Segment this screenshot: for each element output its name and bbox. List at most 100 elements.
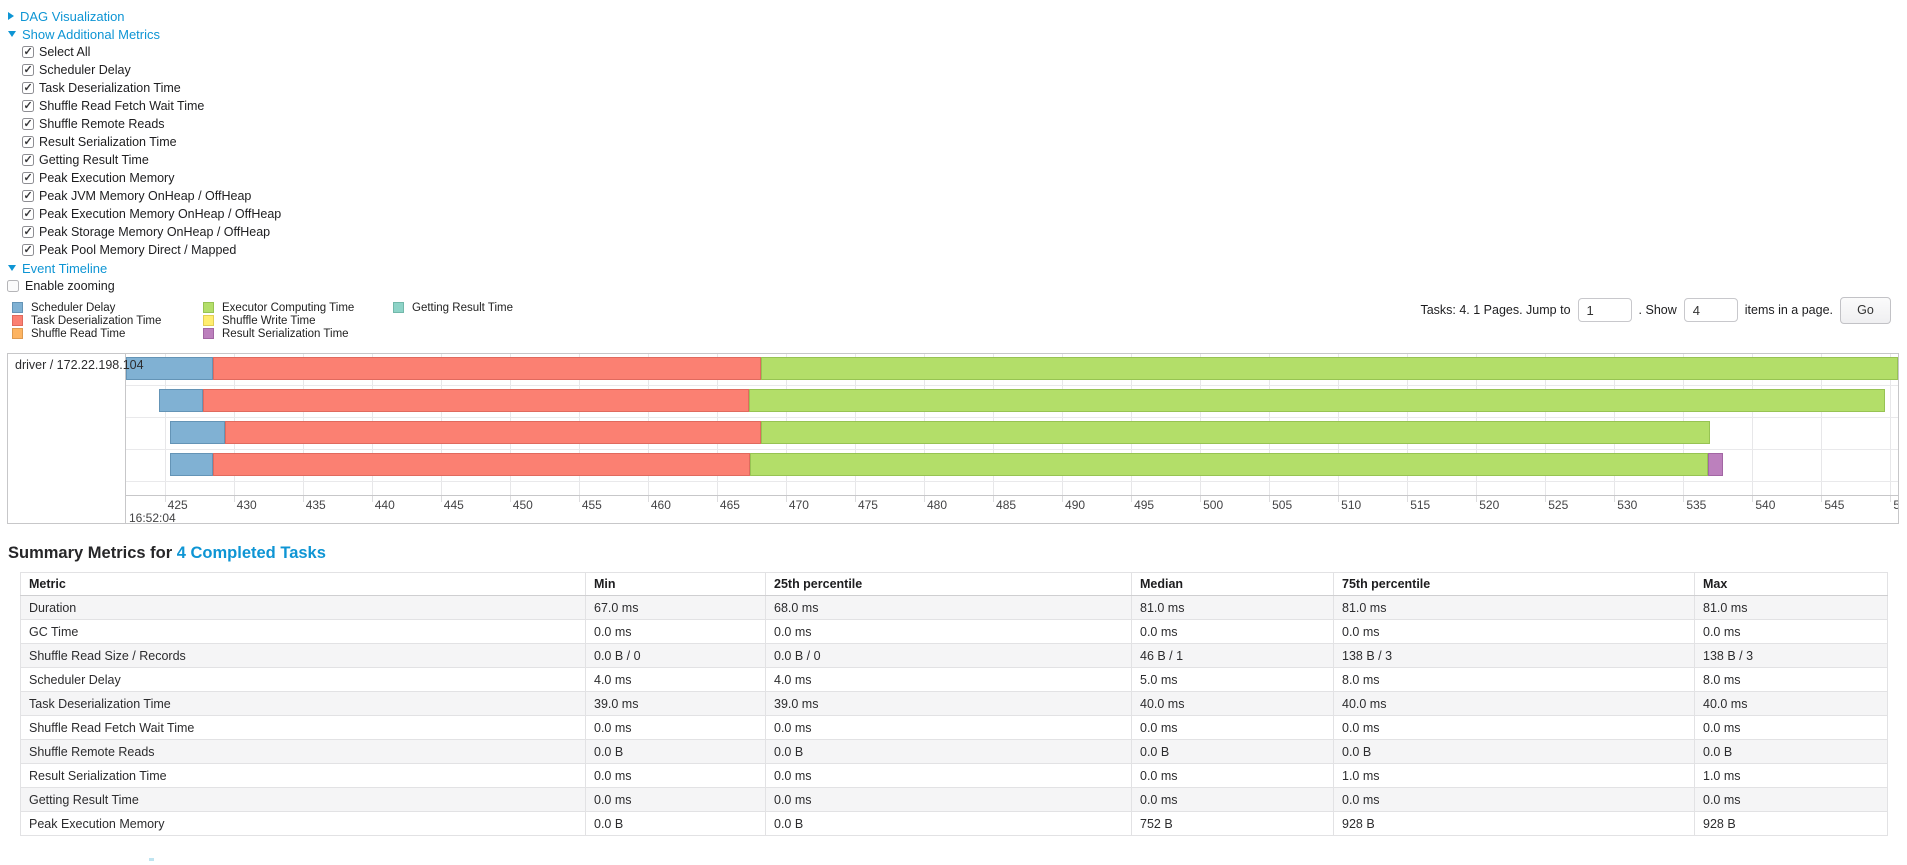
timeline-legend-wrap: Scheduler Delay Task Deserialization Time… bbox=[0, 301, 1907, 341]
timeline-lanes bbox=[126, 354, 1898, 495]
legend-item: Shuffle Read Time bbox=[12, 327, 203, 340]
timeline-task-segment-scheduler-delay[interactable] bbox=[126, 357, 213, 380]
axis-tick bbox=[509, 496, 511, 502]
checkbox[interactable] bbox=[22, 207, 34, 220]
legend-item: Scheduler Delay bbox=[12, 301, 203, 314]
checkbox[interactable] bbox=[22, 171, 34, 184]
arrow-closed-icon bbox=[8, 12, 14, 20]
metric-checkbox-label: Shuffle Remote Reads bbox=[39, 117, 165, 131]
timeline-axis: 16:52:04 425 430 435 440 445 450 455 460 465 470 4… bbox=[8, 495, 1898, 524]
metric-value-cell: 46 B / 1 bbox=[1131, 643, 1334, 668]
legend-swatch-icon bbox=[12, 302, 23, 313]
timeline-task-segment-scheduler-delay[interactable] bbox=[170, 453, 213, 476]
metric-checkbox-label: Task Deserialization Time bbox=[39, 81, 181, 95]
timeline-task-segment-task-deserialization[interactable] bbox=[212, 453, 751, 476]
timeline-task-segment-scheduler-delay[interactable] bbox=[170, 421, 226, 444]
axis-tick-label: 445 bbox=[443, 498, 464, 512]
metric-value-cell: 0.0 ms bbox=[1333, 619, 1695, 644]
legend-item-label: Result Serialization Time bbox=[222, 327, 349, 340]
checkbox[interactable] bbox=[22, 225, 34, 238]
timeline-task-segment-executor-computing[interactable] bbox=[761, 421, 1710, 444]
metric-value-cell: 0.0 ms bbox=[1333, 787, 1695, 812]
show-additional-metrics-toggle[interactable]: Show Additional Metrics bbox=[0, 27, 160, 42]
axis-tick bbox=[1683, 496, 1685, 502]
metric-name-cell: Peak Execution Memory bbox=[20, 811, 586, 836]
checkbox[interactable] bbox=[22, 243, 34, 256]
metric-checkbox-item: Peak Storage Memory OnHeap / OffHeap bbox=[0, 223, 1907, 241]
checkbox[interactable] bbox=[22, 99, 34, 112]
metric-value-cell: 0.0 ms bbox=[1131, 763, 1334, 788]
checkbox[interactable] bbox=[22, 135, 34, 148]
metric-checkbox-item: Shuffle Read Fetch Wait Time bbox=[0, 97, 1907, 115]
timeline-task-segment-result-serialization[interactable] bbox=[1708, 453, 1724, 476]
page-size-input[interactable] bbox=[1683, 298, 1738, 322]
timeline-task-segment-executor-computing[interactable] bbox=[761, 357, 1898, 380]
metric-checkbox-label: Peak Pool Memory Direct / Mapped bbox=[39, 243, 237, 257]
table-row: Shuffle Read Fetch Wait Time 0.0 ms 0.0 ms… bbox=[20, 715, 1888, 740]
checkbox[interactable] bbox=[22, 189, 34, 202]
metric-value-cell: 0.0 ms bbox=[1333, 715, 1695, 740]
table-row: Peak Execution Memory 0.0 B 0.0 B 752 B 928 … bbox=[20, 811, 1888, 836]
executor-group-label: driver / 172.22.198.104 bbox=[15, 358, 144, 372]
legend-item: Result Serialization Time bbox=[203, 327, 393, 340]
checkbox[interactable] bbox=[22, 117, 34, 130]
go-button[interactable]: Go bbox=[1840, 296, 1891, 324]
checkbox[interactable] bbox=[22, 45, 34, 58]
jump-to-page-input[interactable] bbox=[1577, 298, 1632, 322]
metric-name-cell: Task Deserialization Time bbox=[20, 691, 586, 716]
metric-value-cell: 40.0 ms bbox=[1694, 691, 1888, 716]
table-header-cell: Metric bbox=[20, 572, 586, 596]
timeline-task-segment-executor-computing[interactable] bbox=[748, 389, 1885, 412]
metric-value-cell: 0.0 ms bbox=[1131, 619, 1334, 644]
metric-value-cell: 40.0 ms bbox=[1333, 691, 1695, 716]
lane-separator bbox=[126, 417, 1898, 418]
checkbox[interactable] bbox=[22, 63, 34, 76]
metric-checkbox-item: Peak Execution Memory bbox=[0, 169, 1907, 187]
metric-name-cell: Shuffle Remote Reads bbox=[20, 739, 586, 764]
metric-name-cell: Result Serialization Time bbox=[20, 763, 586, 788]
table-header-cell: Max bbox=[1694, 572, 1888, 596]
metric-checkbox-item: Peak Pool Memory Direct / Mapped bbox=[0, 241, 1907, 259]
checkbox[interactable] bbox=[22, 81, 34, 94]
axis-tick bbox=[1338, 496, 1340, 502]
event-timeline-toggle[interactable]: Event Timeline bbox=[0, 261, 107, 276]
lane-separator bbox=[126, 481, 1898, 482]
metric-name-cell: Scheduler Delay bbox=[20, 667, 586, 692]
metric-value-cell: 0.0 ms bbox=[585, 619, 766, 644]
metric-value-cell: 928 B bbox=[1333, 811, 1695, 836]
legend-swatch-icon bbox=[12, 315, 23, 326]
completed-tasks-link[interactable]: 4 Completed Tasks bbox=[176, 544, 326, 562]
axis-tick-label: 505 bbox=[1272, 498, 1293, 512]
legend-item: Task Deserialization Time bbox=[12, 314, 203, 327]
axis-major-time-label: 16:52:04 bbox=[129, 511, 176, 524]
lane-separator bbox=[126, 449, 1898, 450]
metric-value-cell: 0.0 ms bbox=[765, 715, 1132, 740]
timeline-task-segment-task-deserialization[interactable] bbox=[212, 357, 762, 380]
metric-checkbox-item: Shuffle Remote Reads bbox=[0, 115, 1907, 133]
axis-tick-label: 535 bbox=[1686, 498, 1707, 512]
axis-tick-label: 480 bbox=[926, 498, 948, 512]
summary-heading-prefix: Summary Metrics for bbox=[8, 544, 177, 562]
metric-checkbox-item: Select All bbox=[0, 43, 1907, 61]
metric-value-cell: 5.0 ms bbox=[1131, 667, 1334, 692]
timeline-axis-scale: 16:52:04 425 430 435 440 445 450 455 460 465 470 4… bbox=[126, 496, 1898, 524]
dag-visualization-toggle[interactable]: DAG Visualization bbox=[0, 9, 125, 24]
axis-tick-label: 470 bbox=[788, 498, 809, 512]
legend-column: Executor Computing Time Shuffle Write Tim… bbox=[203, 301, 393, 340]
checkbox[interactable] bbox=[22, 153, 34, 166]
timeline-task-segment-task-deserialization[interactable] bbox=[225, 421, 762, 444]
metric-checkbox-item: Task Deserialization Time bbox=[0, 79, 1907, 97]
metric-value-cell: 4.0 ms bbox=[585, 667, 766, 692]
table-row: Getting Result Time 0.0 ms 0.0 ms 0.0 ms 0.0… bbox=[20, 787, 1888, 812]
timeline-task-segment-executor-computing[interactable] bbox=[750, 453, 1709, 476]
timeline-task-segment-scheduler-delay[interactable] bbox=[159, 389, 204, 412]
metric-checkbox-label: Peak JVM Memory OnHeap / OffHeap bbox=[39, 189, 252, 203]
arrow-open-icon bbox=[8, 31, 16, 37]
axis-tick-label: 475 bbox=[857, 498, 878, 512]
legend-item: Shuffle Write Time bbox=[203, 314, 393, 327]
enable-zooming-checkbox[interactable] bbox=[7, 280, 19, 292]
metric-value-cell: 40.0 ms bbox=[1131, 691, 1334, 716]
timeline-task-segment-task-deserialization[interactable] bbox=[203, 389, 749, 412]
timeline-group-column: driver / 172.22.198.104 bbox=[8, 354, 144, 523]
